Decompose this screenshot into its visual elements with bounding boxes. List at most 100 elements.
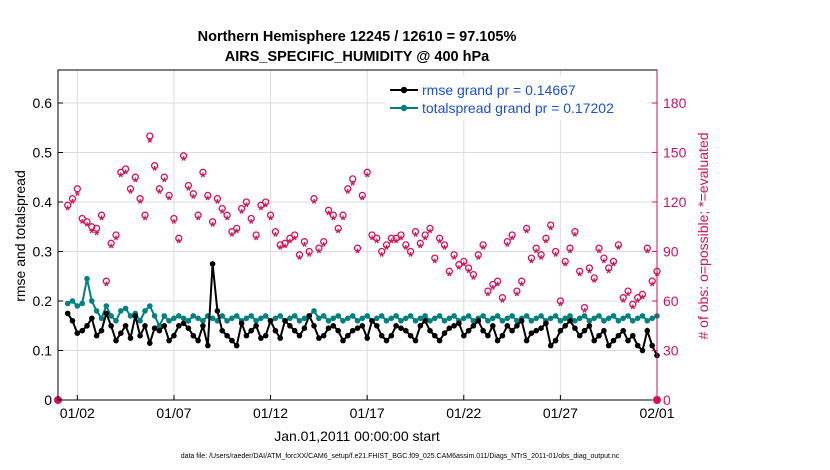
rmse-point xyxy=(200,323,206,329)
rmse-point xyxy=(311,323,317,329)
obs-evaluated-point: * xyxy=(418,241,424,256)
obs-evaluated-point: * xyxy=(147,135,153,150)
obs-possible-point xyxy=(300,237,309,246)
obs-evaluated-point: * xyxy=(258,203,264,218)
totalspread-point xyxy=(436,313,443,319)
obs-possible-point xyxy=(532,244,540,252)
obs-possible-point xyxy=(590,274,598,282)
rmse-point xyxy=(161,323,168,329)
obs-evaluated-point: * xyxy=(481,242,487,257)
rmse-point xyxy=(383,337,390,344)
obs-possible-point xyxy=(155,185,164,193)
totalspread-point xyxy=(427,318,433,324)
rmse-point xyxy=(248,327,254,334)
obs-count-series: * *** * * ****** ********************* ** ** ***… xyxy=(54,132,661,404)
obs-possible-point xyxy=(218,204,226,213)
obs-possible-point xyxy=(363,168,371,176)
obs-possible-point xyxy=(484,287,492,295)
obs-evaluated-point: * xyxy=(75,188,81,203)
rmse-point xyxy=(277,335,284,341)
totalspread-point xyxy=(533,315,539,322)
rmse-point xyxy=(93,332,100,339)
obs-possible-point xyxy=(469,270,478,279)
totalspread-point xyxy=(354,318,361,324)
obs-evaluated-point: * xyxy=(210,219,216,234)
obs-evaluated-point: * xyxy=(220,206,226,221)
totalspread-point xyxy=(98,315,105,322)
obs-evaluated-point: * xyxy=(65,203,71,218)
obs-possible-point xyxy=(334,224,342,233)
obs-possible-point xyxy=(315,244,323,252)
obs-evaluated-point: * xyxy=(254,232,260,247)
obs-evaluated-point: * xyxy=(374,236,380,251)
obs-possible-point xyxy=(266,211,275,219)
obs-possible-point xyxy=(634,294,642,302)
obs-possible-point xyxy=(464,264,473,272)
totalspread-point xyxy=(557,318,564,324)
obs-evaluated-point: * xyxy=(109,241,115,256)
totalspread-point xyxy=(581,313,588,319)
y-tick-label-right: 30 xyxy=(663,343,679,359)
totalspread-point xyxy=(340,318,346,324)
rmse-point xyxy=(625,337,631,344)
totalspread-point xyxy=(316,315,322,322)
rmse-point xyxy=(258,335,264,341)
totalspread-point xyxy=(330,315,337,322)
obs-evaluated-point: * xyxy=(514,288,520,303)
obs-possible-point xyxy=(92,224,101,233)
totalspread-point xyxy=(485,318,491,324)
obs-possible-point xyxy=(503,237,511,246)
totalspread-point xyxy=(504,315,511,322)
obs-possible-point xyxy=(561,257,569,266)
rmse-point xyxy=(69,318,76,324)
obs-possible-point xyxy=(349,175,357,183)
obs-evaluated-point: * xyxy=(200,170,206,185)
chart-title-line2: AIRS_SPECIFIC_HUMIDITY @ 400 hPa xyxy=(225,49,490,65)
obs-possible-point xyxy=(445,267,453,275)
rmse-point xyxy=(528,330,535,337)
rmse-point xyxy=(572,325,578,332)
totalspread-point xyxy=(639,313,646,319)
totalspread-point xyxy=(422,313,428,319)
obs-possible-point xyxy=(368,231,376,239)
obs-evaluated-point: * xyxy=(215,196,221,211)
totalspread-point xyxy=(176,313,182,319)
obs-evaluated-point: * xyxy=(244,199,250,214)
obs-evaluated-point: * xyxy=(94,227,100,242)
obs-possible-point xyxy=(411,228,420,236)
totalspread-point xyxy=(494,313,501,319)
totalspread-point xyxy=(142,308,148,314)
totalspread-point xyxy=(576,315,583,322)
obs-evaluated-point: * xyxy=(278,242,284,257)
rmse-point xyxy=(301,325,308,332)
obs-evaluated-point: * xyxy=(534,246,540,261)
totalspread-point xyxy=(393,313,399,319)
chart-title-line1: Northern Hemisphere 12245 / 12610 = 97.1… xyxy=(198,29,517,45)
obs-evaluated-point: * xyxy=(563,259,569,274)
obs-evaluated-point: * xyxy=(601,255,607,270)
obs-possible-point xyxy=(83,218,91,226)
rmse-point xyxy=(456,320,462,327)
totalspread-point xyxy=(320,313,327,319)
rmse-point xyxy=(219,327,225,334)
obs-possible-point xyxy=(387,234,395,242)
obs-possible-point xyxy=(223,211,231,219)
obs-evaluated-point: * xyxy=(577,269,583,284)
obs-evaluated-point: * xyxy=(152,163,158,178)
legend-box xyxy=(385,76,647,120)
rmse-point xyxy=(209,261,216,267)
obs-evaluated-point: * xyxy=(476,252,482,267)
totalspread-point xyxy=(499,318,506,324)
obs-possible-point xyxy=(291,231,299,239)
rmse-point xyxy=(432,332,438,339)
obs-possible-point xyxy=(199,168,207,176)
obs-evaluated-point: * xyxy=(297,252,303,267)
rmse-point xyxy=(533,327,539,334)
obs-possible-point xyxy=(455,261,463,269)
totalspread-point xyxy=(552,313,559,319)
obs-possible-point xyxy=(179,152,188,160)
rmse-point xyxy=(514,323,520,329)
totalspread-point xyxy=(147,303,153,309)
rmse-point xyxy=(630,332,636,339)
